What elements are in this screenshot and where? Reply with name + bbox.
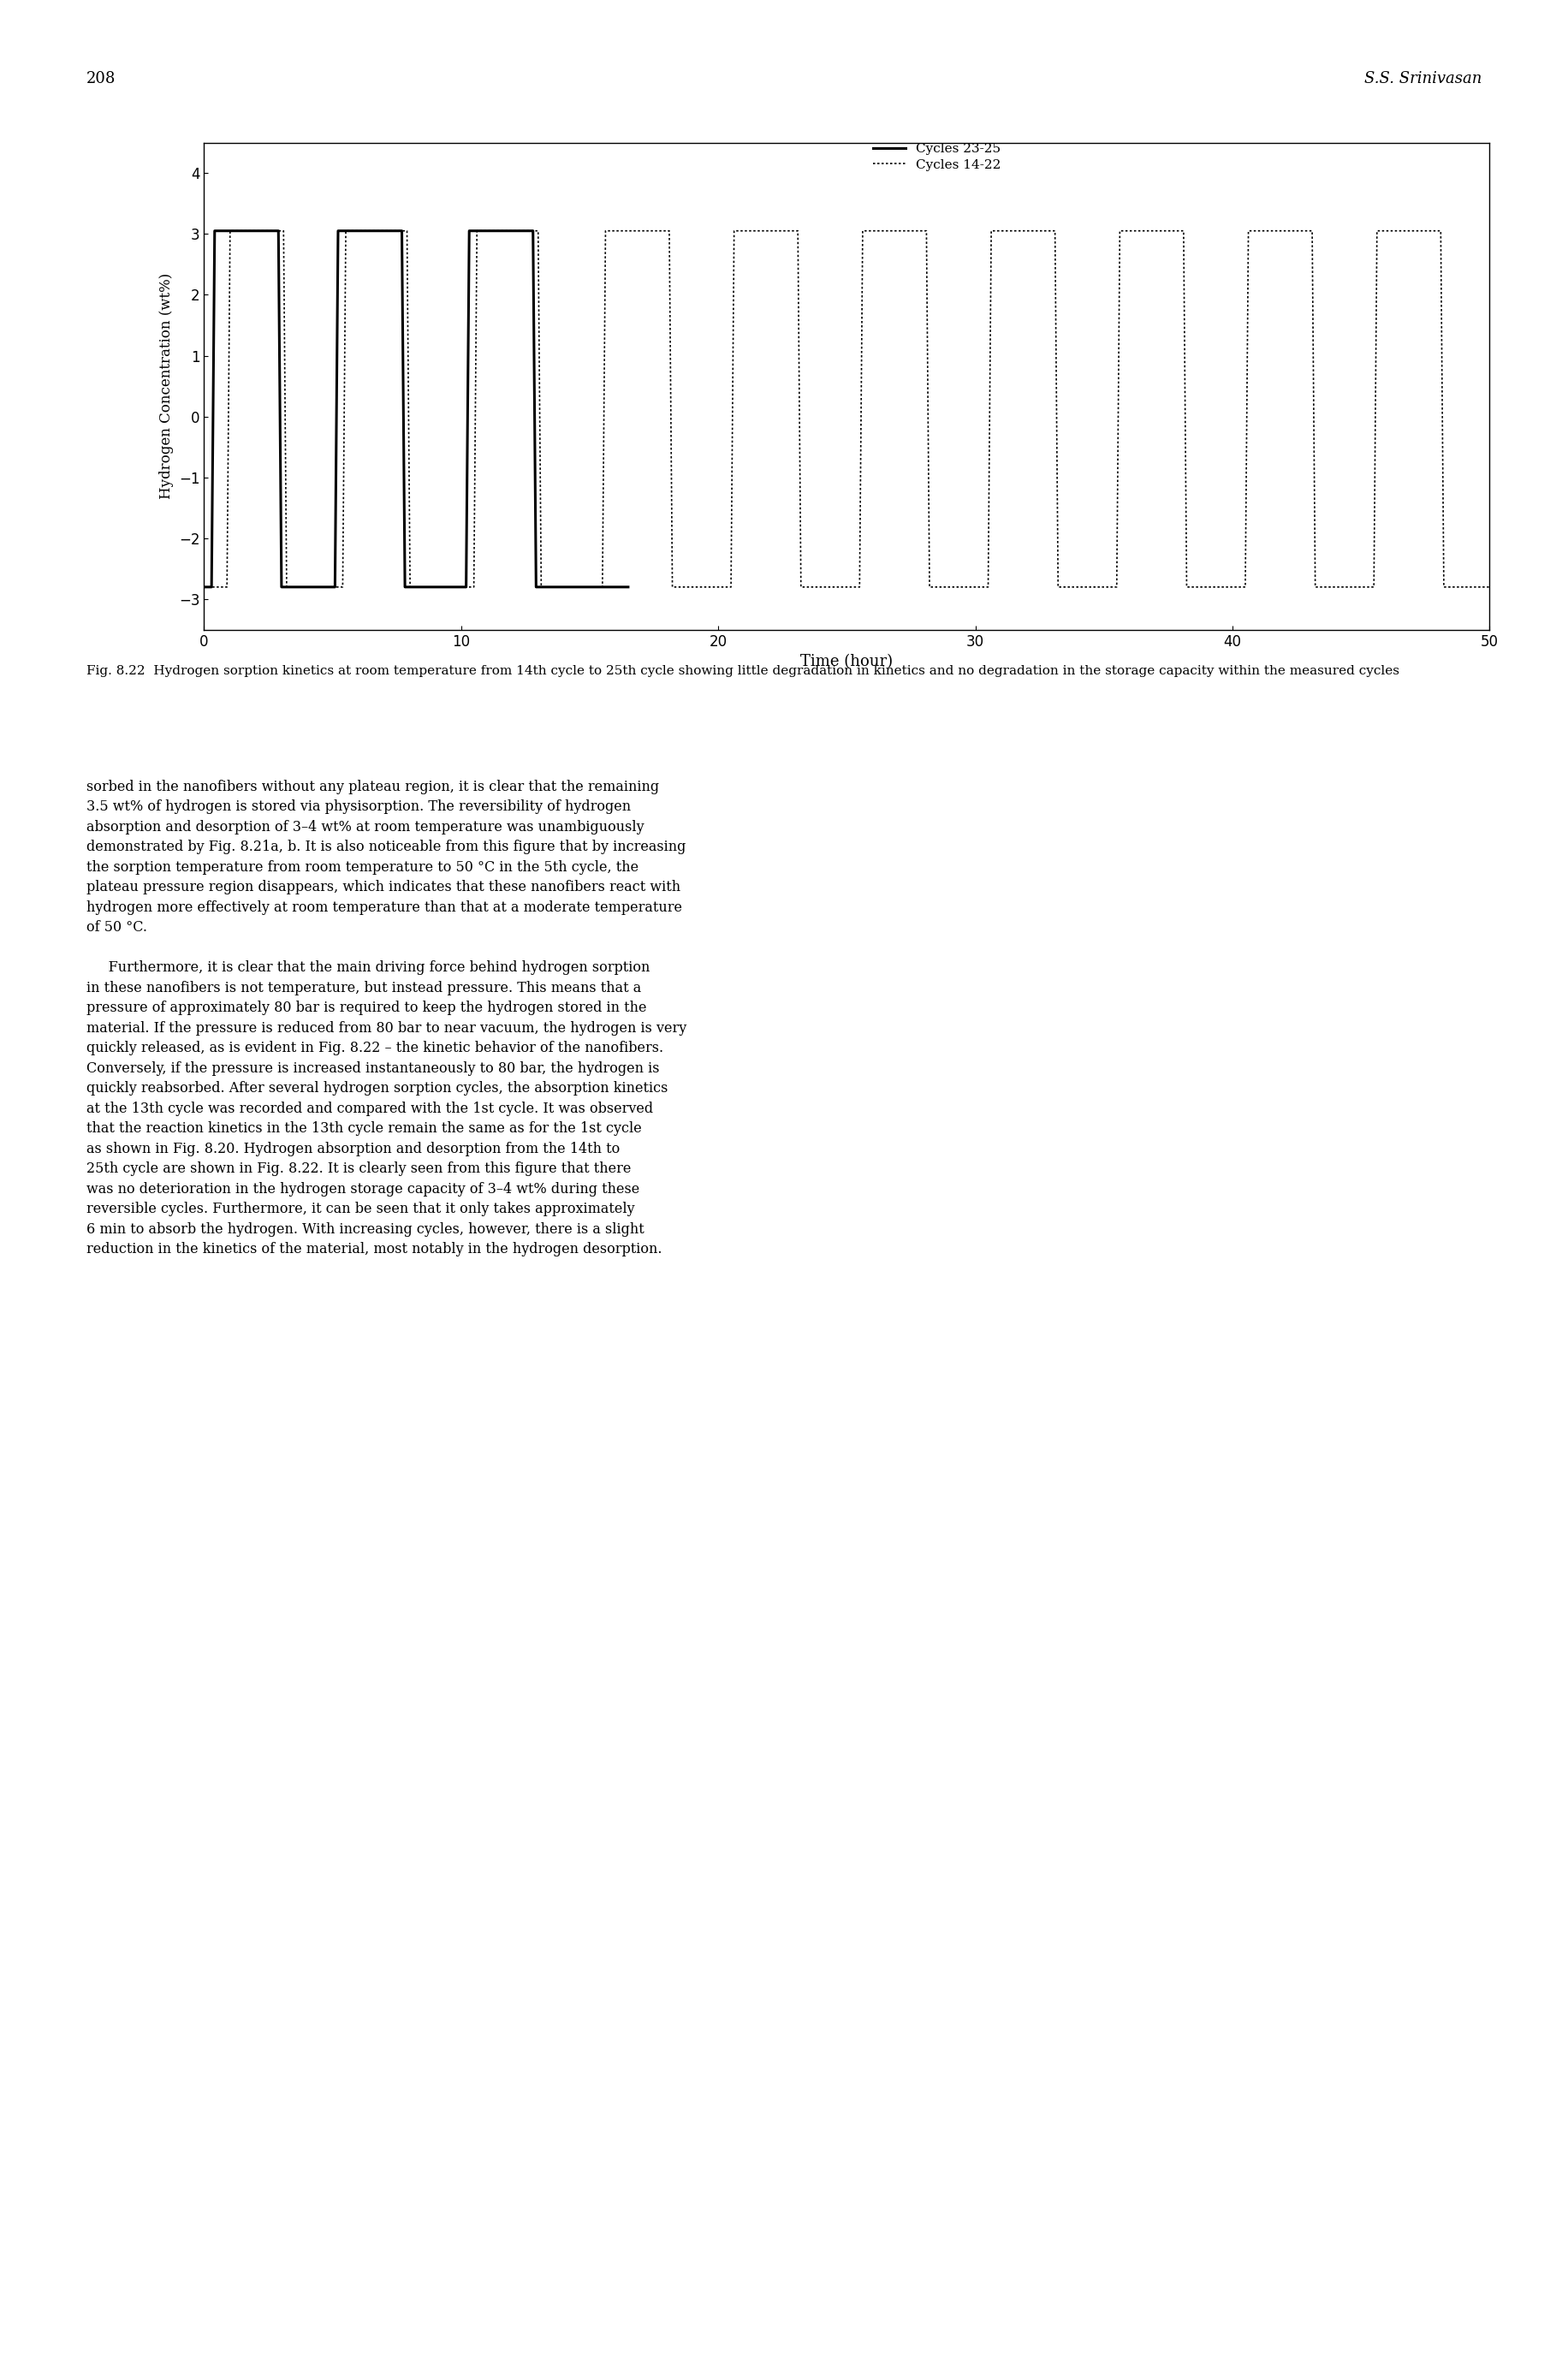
Text: sorbed in the nanofibers without any plateau region, it is clear that the remain: sorbed in the nanofibers without any pla… (86, 779, 687, 1257)
Y-axis label: Hydrogen Concentration (wt%): Hydrogen Concentration (wt%) (160, 273, 174, 499)
Text: 208: 208 (86, 71, 116, 86)
Text: S.S. Srinivasan: S.S. Srinivasan (1364, 71, 1482, 86)
X-axis label: Time (hour): Time (hour) (800, 653, 894, 670)
Legend: Cycles 23-25, Cycles 14-22: Cycles 23-25, Cycles 14-22 (867, 138, 1007, 176)
Text: Fig. 8.22  Hydrogen sorption kinetics at room temperature from 14th cycle to 25t: Fig. 8.22 Hydrogen sorption kinetics at … (86, 665, 1399, 677)
